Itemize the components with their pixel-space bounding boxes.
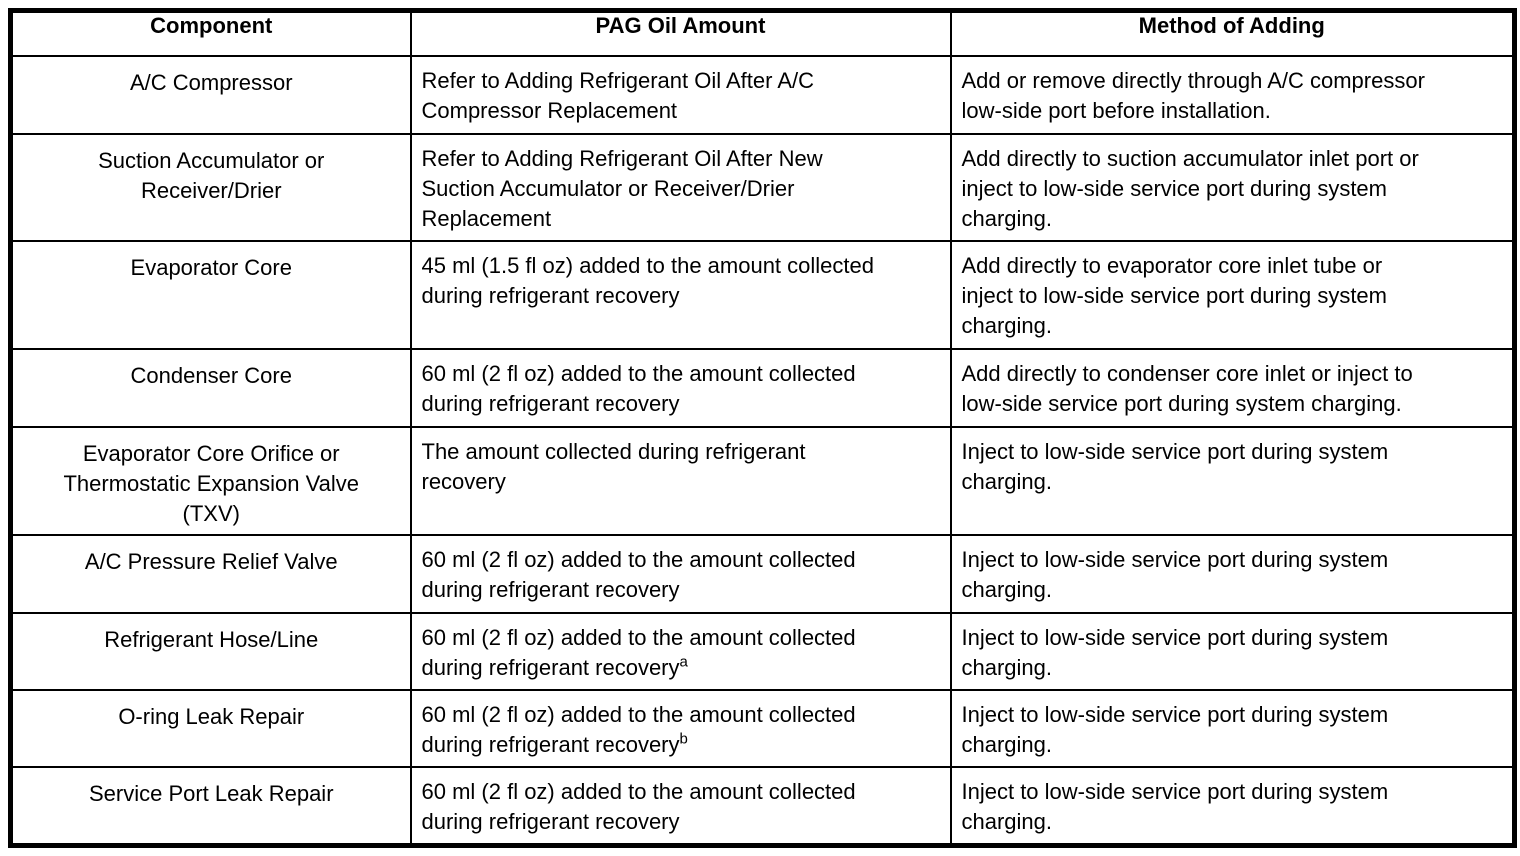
component-cell: Suction Accumulator or Receiver/Drier (9, 132, 412, 242)
method-of-adding-cell: Inject to low-side service port during s… (949, 425, 1516, 536)
method-of-adding-text: Inject to low-side service port during s… (961, 546, 1389, 602)
method-of-adding-cell: Inject to low-side service port during s… (949, 611, 1516, 691)
pag-oil-amount-text: 60 ml (2 fl oz) added to the amount coll… (421, 546, 856, 602)
pag-oil-amount-text: The amount collected during refrigerant … (421, 438, 806, 494)
component-name: Evaporator Core (130, 254, 292, 280)
pag-oil-amount-text: Refer to Adding Refrigerant Oil After Ne… (421, 145, 823, 231)
pag-oil-amount-cell: 60 ml (2 fl oz) added to the amount coll… (409, 765, 952, 847)
component-cell: A/C Pressure Relief Valve (9, 533, 412, 614)
pag-oil-amount-text: 60 ml (2 fl oz) added to the amount coll… (421, 778, 856, 834)
method-of-adding-text: Add directly to condenser core inlet or … (961, 360, 1413, 416)
pag-oil-amount-text: Refer to Adding Refrigerant Oil After A/… (421, 67, 815, 123)
component-name: Evaporator Core Orifice or Thermostatic … (63, 440, 359, 526)
table-row: Refrigerant Hose/Line 60 ml (2 fl oz) add… (9, 611, 1516, 691)
method-of-adding-cell: Add directly to condenser core inlet or … (949, 347, 1516, 428)
pag-oil-amount-cell: The amount collected during refrigerant … (409, 425, 952, 536)
pag-oil-amount-cell: Refer to Adding Refrigerant Oil After A/… (409, 54, 952, 135)
method-of-adding-text: Inject to low-side service port during s… (961, 778, 1389, 834)
component-cell: A/C Compressor (9, 54, 412, 135)
method-of-adding-cell: Inject to low-side service port during s… (949, 765, 1516, 847)
component-cell: Condenser Core (9, 347, 412, 428)
pag-oil-amount-cell: 60 ml (2 fl oz) added to the amount coll… (409, 688, 952, 768)
table-row: Evaporator Core Orifice or Thermostatic … (9, 425, 1516, 536)
header-pag-oil-amount: PAG Oil Amount (409, 9, 952, 57)
pag-oil-amount-cell: Refer to Adding Refrigerant Oil After Ne… (409, 132, 952, 242)
pag-oil-amount-cell: 45 ml (1.5 fl oz) added to the amount co… (409, 239, 952, 350)
method-of-adding-cell: Add directly to suction accumulator inle… (949, 132, 1516, 242)
method-of-adding-text: Add directly to suction accumulator inle… (961, 145, 1419, 231)
method-of-adding-text: Add or remove directly through A/C compr… (961, 67, 1425, 123)
pag-oil-amount-text: 60 ml (2 fl oz) added to the amount coll… (421, 624, 856, 680)
component-name: Suction Accumulator or Receiver/Drier (98, 147, 325, 203)
component-cell: O-ring Leak Repair (9, 688, 412, 768)
method-of-adding-cell: Inject to low-side service port during s… (949, 688, 1516, 768)
component-name: A/C Pressure Relief Valve (84, 548, 338, 574)
method-of-adding-text: Inject to low-side service port during s… (961, 624, 1389, 680)
footnote-marker: a (679, 653, 688, 671)
method-of-adding-cell: Add or remove directly through A/C compr… (949, 54, 1516, 135)
method-of-adding-cell: Inject to low-side service port during s… (949, 533, 1516, 614)
pag-oil-amount-text: 60 ml (2 fl oz) added to the amount coll… (421, 701, 856, 757)
pag-oil-amount-cell: 60 ml (2 fl oz) added to the amount coll… (409, 533, 952, 614)
table-row: Evaporator Core 45 ml (1.5 fl oz) added t… (9, 239, 1516, 350)
component-cell: Refrigerant Hose/Line (9, 611, 412, 691)
method-of-adding-text: Inject to low-side service port during s… (961, 438, 1389, 494)
table-row: A/C Compressor Refer to Adding Refrigeran… (9, 54, 1516, 135)
table-row: Service Port Leak Repair 60 ml (2 fl oz) … (9, 765, 1516, 847)
component-name: A/C Compressor (129, 69, 293, 95)
table-row: O-ring Leak Repair 60 ml (2 fl oz) added … (9, 688, 1516, 768)
pag-oil-amount-cell: 60 ml (2 fl oz) added to the amount coll… (409, 611, 952, 691)
component-name: Service Port Leak Repair (88, 780, 334, 806)
pag-oil-amount-cell: 60 ml (2 fl oz) added to the amount coll… (409, 347, 952, 428)
pag-oil-amount-text: 60 ml (2 fl oz) added to the amount coll… (421, 360, 856, 416)
table-row: Condenser Core 60 ml (2 fl oz) added to t… (9, 347, 1516, 428)
table-body: A/C Compressor Refer to Adding Refrigeran… (9, 54, 1516, 847)
component-cell: Evaporator Core Orifice or Thermostatic … (9, 425, 412, 536)
component-cell: Service Port Leak Repair (9, 765, 412, 847)
method-of-adding-cell: Add directly to evaporator core inlet tu… (949, 239, 1516, 350)
header-row: Component PAG Oil Amount Method of Addin… (9, 9, 1516, 57)
footnote-marker: b (679, 730, 688, 748)
pag-oil-capacities-table: Component PAG Oil Amount Method of Addin… (8, 8, 1517, 848)
pag-oil-amount-text: 45 ml (1.5 fl oz) added to the amount co… (421, 252, 874, 308)
component-name: Condenser Core (130, 362, 292, 388)
header-component: Component (9, 9, 412, 57)
method-of-adding-text: Inject to low-side service port during s… (961, 701, 1389, 757)
header-method-of-adding: Method of Adding (949, 9, 1516, 57)
table-row: Suction Accumulator or Receiver/Drier Ref… (9, 132, 1516, 242)
component-name: O-ring Leak Repair (118, 703, 305, 729)
component-name: Refrigerant Hose/Line (104, 626, 319, 652)
component-cell: Evaporator Core (9, 239, 412, 350)
method-of-adding-text: Add directly to evaporator core inlet tu… (961, 252, 1388, 338)
table-row: A/C Pressure Relief Valve 60 ml (2 fl oz)… (9, 533, 1516, 614)
